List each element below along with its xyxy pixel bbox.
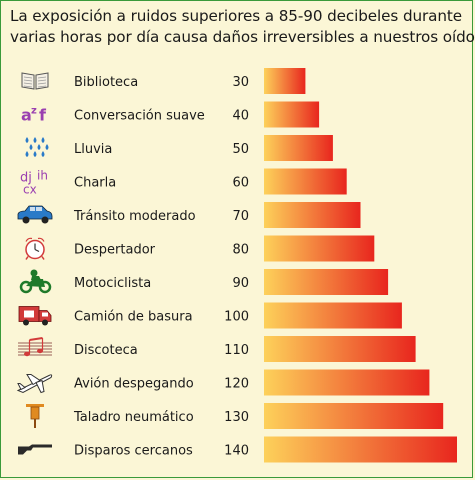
category-label: Charla	[74, 176, 116, 191]
alarm-clock-icon	[25, 237, 45, 260]
airplane-icon	[16, 374, 53, 394]
value-label: 80	[232, 243, 249, 258]
value-label: 120	[224, 377, 249, 392]
value-label: 100	[224, 310, 249, 325]
value-label: 140	[224, 444, 249, 459]
header-line-2: varias horas por día causa daños irrever…	[10, 28, 475, 46]
category-label: Motociclista	[74, 276, 151, 291]
bar	[264, 436, 457, 463]
music-notes-icon	[18, 337, 52, 357]
jackhammer-icon	[26, 404, 44, 428]
chart-row: Discoteca 110	[18, 336, 416, 362]
book-icon	[21, 72, 49, 90]
svg-text:a: a	[21, 106, 32, 125]
value-label: 40	[232, 109, 249, 124]
chart-row: Taladro neumático 130	[26, 403, 444, 429]
bar	[264, 302, 402, 329]
header-text: La exposición a ruidos superiores a 85-9…	[10, 6, 475, 48]
bar	[264, 101, 320, 128]
car-icon	[17, 205, 53, 224]
value-label: 90	[232, 276, 249, 291]
chart-row: a z f Conversación suave 40	[21, 101, 320, 128]
chart-row: Motociclista 90	[19, 269, 389, 295]
bar	[264, 269, 389, 295]
bar	[264, 168, 347, 195]
bar	[264, 369, 430, 396]
value-label: 110	[224, 343, 249, 358]
svg-text:f: f	[39, 106, 47, 125]
value-label: 60	[232, 176, 249, 191]
category-label: Tránsito moderado	[73, 209, 196, 224]
chart-row: Biblioteca 30	[21, 68, 306, 94]
bar	[264, 68, 306, 94]
category-label: Taladro neumático	[73, 410, 194, 425]
bar	[264, 202, 361, 228]
motorcycle-icon	[19, 269, 52, 294]
svg-text:ih: ih	[37, 169, 48, 183]
category-label: Camión de basura	[74, 310, 193, 325]
svg-text:cx: cx	[23, 183, 37, 197]
value-label: 70	[232, 209, 249, 224]
category-label: Conversación suave	[74, 109, 205, 124]
garbage-truck-icon	[18, 306, 52, 326]
category-label: Biblioteca	[74, 75, 138, 90]
value-label: 30	[232, 75, 249, 90]
value-label: 50	[232, 142, 249, 157]
svg-text:z: z	[31, 106, 37, 117]
svg-text:dj: dj	[20, 171, 32, 186]
bar	[264, 336, 416, 362]
chart-row: Camión de basura 100	[18, 302, 402, 329]
chart-row: Tránsito moderado 70	[17, 202, 361, 228]
category-label: Avión despegando	[74, 377, 194, 392]
chart-row: Avión despegando 120	[16, 369, 430, 396]
rifle-icon	[18, 444, 52, 455]
chart-row: Disparos cercanos 140	[18, 436, 457, 463]
value-label: 130	[224, 410, 249, 425]
category-label: Lluvia	[74, 142, 112, 157]
rain-icon	[25, 137, 49, 157]
category-label: Discoteca	[74, 343, 138, 358]
category-label: Despertador	[74, 243, 156, 258]
chart-row: Lluvia 50	[25, 135, 333, 161]
header-line-1: La exposición a ruidos superiores a 85-9…	[10, 7, 462, 25]
bar	[264, 235, 375, 262]
bar	[264, 135, 333, 161]
category-label: Disparos cercanos	[74, 444, 193, 459]
bar	[264, 403, 444, 429]
chart-row: Despertador 80	[25, 235, 375, 262]
